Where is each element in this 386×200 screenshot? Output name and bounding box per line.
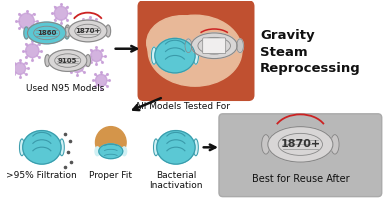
Ellipse shape [24, 27, 29, 39]
Circle shape [95, 74, 107, 86]
Ellipse shape [64, 27, 69, 39]
Ellipse shape [95, 147, 100, 156]
Ellipse shape [331, 135, 339, 154]
Ellipse shape [268, 127, 333, 162]
Ellipse shape [157, 131, 195, 164]
Ellipse shape [185, 39, 192, 53]
Ellipse shape [45, 55, 50, 67]
Text: Bacterial
Inactivation: Bacterial Inactivation [149, 171, 203, 190]
Circle shape [54, 6, 68, 20]
Text: Best for Reuse After: Best for Reuse After [252, 174, 349, 184]
FancyBboxPatch shape [139, 1, 254, 100]
Ellipse shape [106, 25, 111, 37]
Ellipse shape [27, 22, 66, 44]
Ellipse shape [148, 15, 242, 86]
Ellipse shape [154, 139, 159, 156]
Text: Proper Fit: Proper Fit [89, 171, 132, 180]
FancyBboxPatch shape [203, 38, 226, 54]
Ellipse shape [49, 50, 87, 71]
Circle shape [14, 63, 25, 74]
Text: 1860: 1860 [37, 30, 56, 36]
Ellipse shape [193, 47, 198, 64]
Text: Used N95 Models: Used N95 Models [25, 84, 104, 93]
Ellipse shape [122, 147, 127, 156]
Ellipse shape [99, 144, 123, 159]
Text: 9105: 9105 [58, 58, 78, 64]
Ellipse shape [191, 33, 237, 59]
Circle shape [25, 44, 39, 58]
Ellipse shape [19, 139, 24, 156]
Ellipse shape [147, 16, 218, 70]
Ellipse shape [65, 25, 70, 37]
Text: 1870+: 1870+ [280, 139, 320, 149]
Ellipse shape [86, 55, 90, 67]
Ellipse shape [151, 47, 157, 64]
Ellipse shape [193, 139, 198, 156]
Circle shape [83, 19, 96, 33]
Circle shape [91, 50, 102, 62]
Text: Gravity
Steam
Reprocessing: Gravity Steam Reprocessing [260, 29, 361, 75]
Text: >95% Filtration: >95% Filtration [7, 171, 77, 180]
Text: All Models Tested For: All Models Tested For [135, 102, 230, 111]
Circle shape [71, 59, 84, 72]
Ellipse shape [69, 20, 107, 42]
Ellipse shape [155, 38, 195, 73]
Text: 1870+: 1870+ [75, 28, 100, 34]
FancyBboxPatch shape [219, 114, 382, 197]
Ellipse shape [23, 131, 61, 164]
Circle shape [19, 13, 34, 29]
Ellipse shape [262, 135, 270, 154]
Circle shape [95, 127, 126, 158]
Ellipse shape [237, 39, 244, 53]
Ellipse shape [59, 139, 64, 156]
